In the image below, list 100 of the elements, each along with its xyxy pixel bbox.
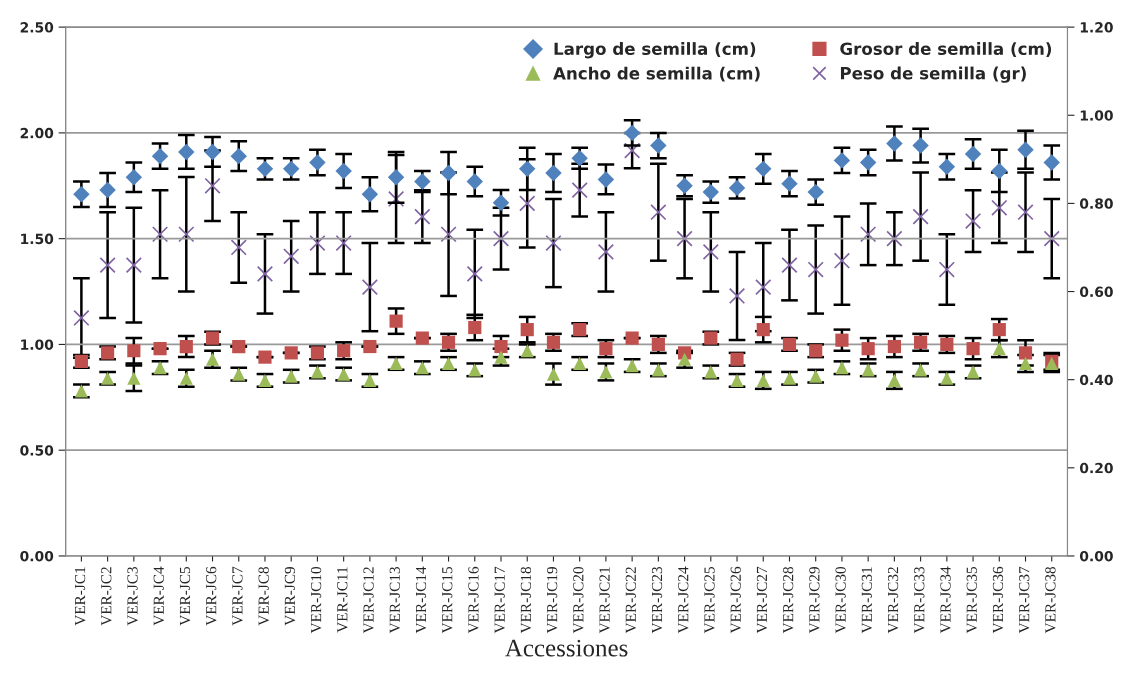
point [99, 256, 116, 274]
point [178, 226, 195, 243]
point [676, 230, 693, 247]
point [571, 182, 588, 199]
x-tick-label: VER-JC37 [1019, 566, 1030, 634]
point [230, 239, 247, 256]
x-tick-label: VER-JC32 [887, 567, 899, 634]
y-tick-label: 0.50 [20, 445, 54, 456]
point [545, 164, 562, 182]
x-tick-label: VER-JC14 [415, 566, 427, 634]
x-tick-label: VER-JC10 [310, 566, 322, 634]
point [492, 194, 510, 211]
x-tick-label: VER-JC35 [966, 566, 977, 634]
point [230, 147, 247, 165]
x-tick-label: VER-JC9 [284, 567, 296, 626]
x-tick-label: VER-JC12 [363, 567, 374, 634]
point [546, 367, 561, 381]
point [151, 226, 169, 243]
x-tick-label: VER-JC26 [730, 566, 741, 634]
point [728, 287, 746, 305]
point [650, 137, 667, 154]
x-tick-label: VER-JC33 [914, 566, 925, 634]
legend-label: Largo de semilla (cm) [554, 42, 756, 59]
point [887, 339, 901, 354]
point [73, 309, 90, 327]
x-tick-label: VER-JC21 [599, 567, 610, 634]
point [178, 143, 195, 161]
point [387, 190, 405, 208]
point [232, 339, 246, 354]
point [258, 350, 272, 364]
y2-tick-label: 1.00 [1080, 110, 1113, 121]
point [886, 230, 903, 247]
point [494, 339, 508, 354]
point [992, 323, 1006, 337]
point [861, 342, 875, 356]
point [938, 261, 955, 278]
x-tick-label: VER-JC27 [756, 566, 768, 634]
point [309, 234, 326, 252]
point [387, 169, 405, 186]
point [860, 226, 877, 243]
y2-tick-label: 0.40 [1079, 374, 1113, 386]
y2-tick-label: 0.00 [1079, 550, 1113, 562]
point [833, 252, 851, 269]
y-tick-label: 2.00 [20, 127, 54, 139]
point [833, 152, 851, 169]
y2-tick-label: 0.80 [1079, 198, 1113, 209]
point [125, 169, 143, 186]
point [127, 344, 141, 358]
point [335, 162, 352, 180]
point [361, 186, 379, 203]
y-tick-label: 1.50 [21, 233, 54, 245]
point [204, 143, 221, 161]
x-tick-label: VER-JC2 [101, 567, 112, 626]
point [1017, 141, 1034, 159]
x-tick-label: VER-JC1 [74, 567, 86, 626]
point [99, 181, 116, 199]
x-tick-label: VER-JC24 [678, 566, 689, 634]
point [73, 186, 90, 203]
x-tick-label: VER-JC7 [232, 566, 243, 626]
point [623, 124, 641, 142]
y2-tick-label: 0.20 [1079, 462, 1113, 474]
point [859, 154, 877, 171]
legend-label: Ancho de semilla (cm) [553, 66, 760, 82]
point [886, 135, 903, 152]
point [650, 204, 667, 221]
point [492, 230, 510, 247]
point [702, 243, 719, 260]
point [835, 333, 849, 347]
point [440, 226, 457, 243]
point [127, 371, 141, 385]
point [335, 234, 352, 252]
legend-label: Grosor de semilla (cm) [840, 42, 1052, 57]
point [519, 160, 536, 178]
point [755, 160, 772, 178]
point [204, 177, 221, 194]
point [966, 342, 980, 356]
x-tick-label: VER-JC20 [573, 566, 584, 634]
x-tick-label: VER-JC23 [651, 566, 663, 634]
x-tick-label: VER-JC18 [520, 566, 532, 634]
x-tick-label: VER-JC30 [835, 566, 846, 634]
point [912, 208, 929, 225]
point [283, 248, 300, 265]
point [545, 234, 562, 252]
point [153, 342, 167, 356]
x-tick-label: VER-JC25 [704, 566, 715, 634]
x-tick-label: VER-JC28 [783, 566, 794, 634]
point [125, 256, 142, 274]
x-tick-label: VER-JC22 [625, 567, 637, 634]
point [468, 320, 482, 335]
point [991, 162, 1008, 180]
x-tick-label: VER-JC34 [940, 566, 951, 634]
point [1018, 346, 1033, 360]
point [415, 331, 429, 345]
y2-tick-label: 1.20 [1080, 22, 1113, 33]
point [284, 346, 298, 360]
point [361, 279, 378, 296]
point [151, 147, 169, 165]
y-tick-label: 0.00 [20, 550, 54, 562]
y-tick-label: 1.00 [21, 339, 54, 350]
point [912, 137, 929, 154]
